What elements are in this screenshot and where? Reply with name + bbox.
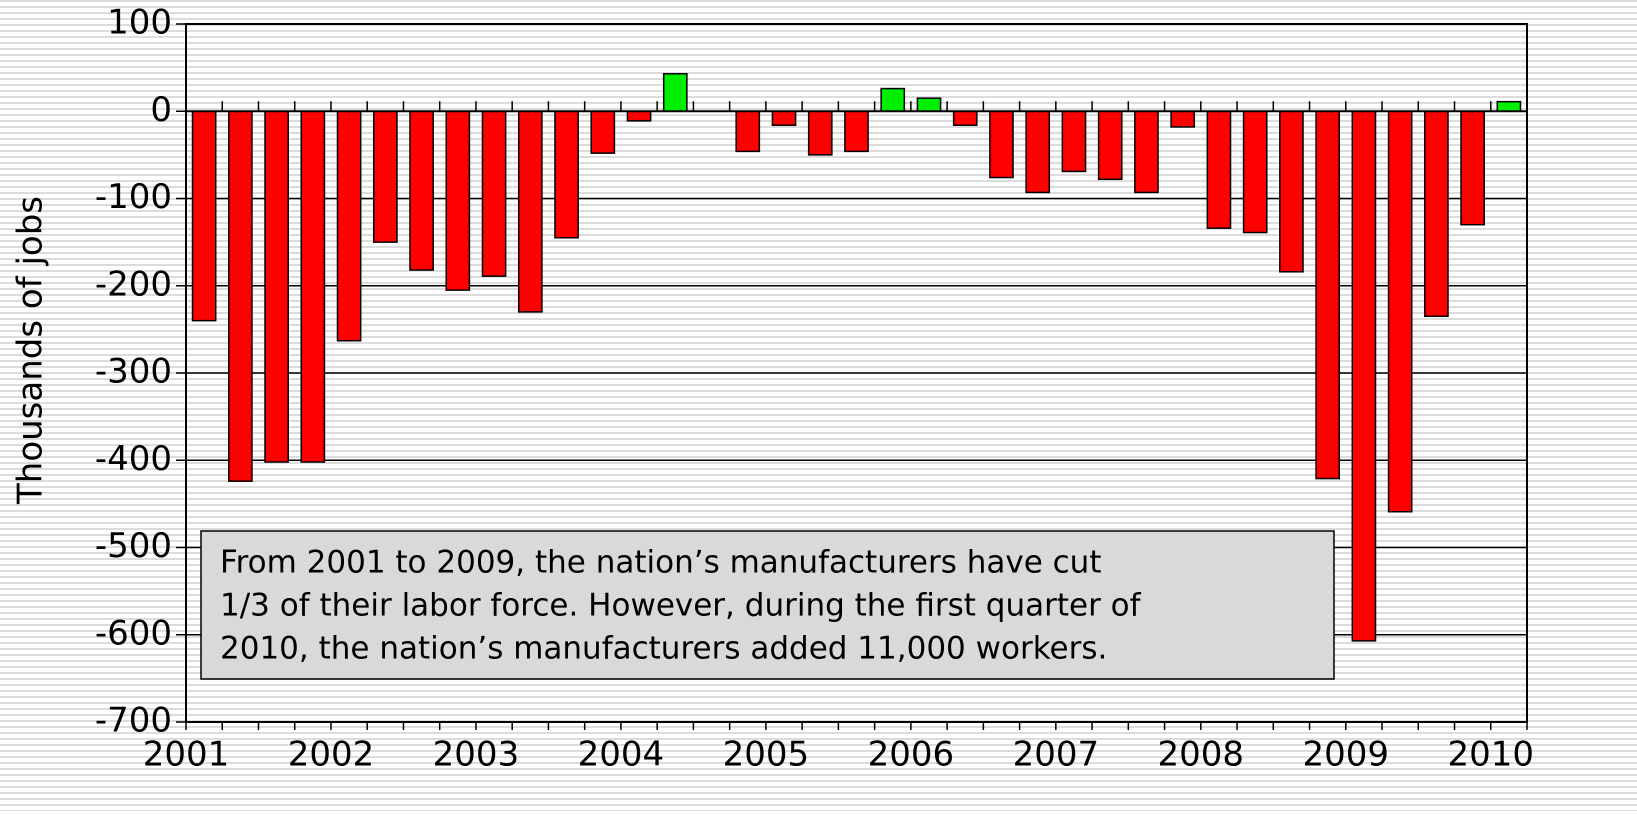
y-tick-label: 0 [150,90,172,130]
bar [228,110,253,482]
bar [300,110,326,463]
annotation-text: From 2001 to 2009, the nation’s manufact… [220,545,1102,581]
annotation-box [200,530,1335,680]
x-tick-label: 2001 [143,735,230,775]
annotation-text: 1/3 of their labor force. However, durin… [220,588,1142,624]
x-tick-label: 2005 [723,735,810,775]
bar [1460,110,1485,226]
y-tick-label: -200 [95,264,172,304]
bar [880,87,906,113]
bar [1061,110,1087,173]
bar [590,110,616,154]
x-tick-label: 2004 [578,735,665,775]
x-tick-label: 2009 [1303,735,1390,775]
y-tick-label: -500 [95,526,172,566]
x-tick-label: 2002 [288,735,375,775]
y-tick-label: -300 [95,352,172,392]
bar [916,97,942,112]
bar [481,110,507,277]
bar [336,110,362,342]
bar [1315,110,1341,480]
x-tick-label: 2007 [1013,735,1100,775]
bar [264,110,289,463]
bar [1424,110,1449,318]
bar [807,110,833,156]
bar [445,110,471,291]
bar [1496,100,1522,112]
bar [952,110,978,126]
bar [1206,110,1232,229]
bar [662,72,688,112]
bar [191,110,217,322]
bar [372,110,398,243]
x-tick-label: 2003 [433,735,520,775]
y-tick-label: -700 [95,701,172,741]
bar [771,110,797,126]
annotation-text: 2010, the nation’s manufacturers added 1… [220,631,1107,667]
bar [1387,110,1413,513]
bar [1351,110,1377,642]
bar [1279,110,1304,273]
plot-frame [185,23,1528,723]
x-tick-label: 2010 [1447,735,1534,775]
bar [517,110,543,313]
bar [1170,110,1196,128]
bar [1025,110,1051,194]
bar [1134,110,1159,194]
y-tick-label: -600 [95,613,172,653]
bar [989,110,1014,179]
bar [1097,110,1123,181]
x-tick-label: 2008 [1158,735,1245,775]
y-axis-label: Thousands of jobs [11,196,51,505]
y-tick-label: 100 [107,3,172,43]
y-tick-label: -400 [95,439,172,479]
bar [1242,110,1268,234]
x-tick-label: 2006 [868,735,955,775]
bar [409,110,434,271]
bar [626,110,652,122]
bar [735,110,761,153]
bar [554,110,579,239]
y-tick-label: -100 [95,177,172,217]
bar [844,110,869,153]
